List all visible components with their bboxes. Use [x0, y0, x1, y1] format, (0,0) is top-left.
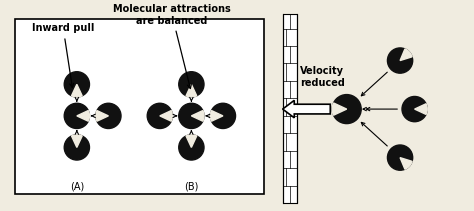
Circle shape — [147, 103, 173, 128]
Wedge shape — [400, 49, 412, 61]
Wedge shape — [96, 111, 109, 121]
Circle shape — [332, 95, 361, 124]
FancyArrow shape — [283, 100, 330, 118]
Circle shape — [387, 145, 413, 170]
Wedge shape — [400, 158, 412, 169]
Circle shape — [210, 103, 236, 128]
Wedge shape — [191, 111, 204, 121]
Text: Velocity
reduced: Velocity reduced — [300, 66, 345, 88]
Circle shape — [64, 103, 90, 128]
Text: Molecular attractions
are balanced: Molecular attractions are balanced — [113, 4, 231, 89]
Circle shape — [387, 48, 413, 73]
Wedge shape — [77, 111, 90, 121]
Circle shape — [402, 96, 427, 122]
Text: Inward pull: Inward pull — [32, 23, 94, 88]
Text: (A): (A) — [70, 182, 84, 192]
Wedge shape — [210, 111, 223, 121]
Circle shape — [96, 103, 121, 128]
Wedge shape — [415, 104, 427, 114]
Circle shape — [179, 135, 204, 160]
Wedge shape — [186, 135, 197, 147]
Bar — [15, 19, 264, 193]
Wedge shape — [72, 84, 82, 97]
Circle shape — [64, 135, 90, 160]
Bar — [283, 14, 297, 203]
Circle shape — [179, 72, 204, 97]
Wedge shape — [332, 103, 346, 115]
Text: (B): (B) — [184, 182, 199, 192]
Circle shape — [179, 103, 204, 128]
Circle shape — [64, 72, 90, 97]
Wedge shape — [186, 84, 197, 97]
Wedge shape — [160, 111, 173, 121]
Wedge shape — [72, 135, 82, 147]
